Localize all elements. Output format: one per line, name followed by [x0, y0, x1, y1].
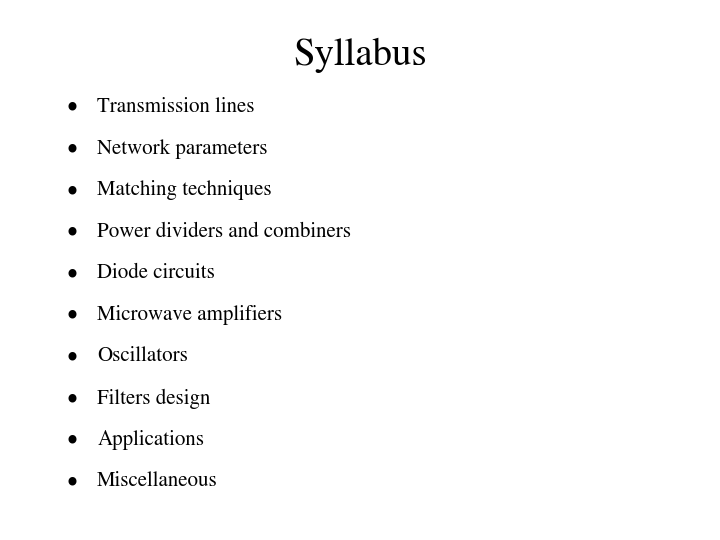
Text: Transmission lines: Transmission lines	[97, 97, 255, 117]
Text: •: •	[66, 97, 78, 117]
Text: •: •	[66, 264, 78, 284]
Text: •: •	[66, 347, 78, 367]
Text: •: •	[66, 430, 78, 450]
Text: Network parameters: Network parameters	[97, 139, 268, 159]
Text: Miscellaneous: Miscellaneous	[97, 471, 218, 491]
Text: Microwave amplifiers: Microwave amplifiers	[97, 305, 282, 325]
Text: Filters design: Filters design	[97, 388, 210, 409]
Text: •: •	[66, 180, 78, 200]
Text: •: •	[66, 222, 78, 242]
Text: Diode circuits: Diode circuits	[97, 264, 215, 284]
Text: Syllabus: Syllabus	[293, 38, 427, 73]
Text: •: •	[66, 305, 78, 325]
Text: •: •	[66, 388, 78, 408]
Text: Power dividers and combiners: Power dividers and combiners	[97, 222, 351, 242]
Text: Matching techniques: Matching techniques	[97, 180, 272, 200]
Text: Oscillators: Oscillators	[97, 347, 188, 367]
Text: •: •	[66, 139, 78, 159]
Text: •: •	[66, 471, 78, 491]
Text: Applications: Applications	[97, 430, 204, 450]
